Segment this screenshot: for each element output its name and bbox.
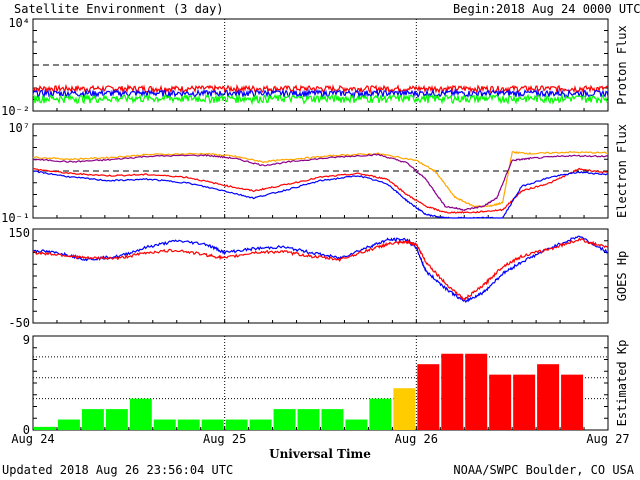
- begin-label: Begin:: [453, 2, 497, 16]
- y-tick-label: 10⁴: [8, 16, 30, 30]
- series-line-blue: [32, 88, 609, 100]
- kp-bar: [201, 419, 224, 430]
- y-tick-label: -50: [8, 316, 30, 330]
- kp-bar: [129, 398, 152, 430]
- x-tick-label: Aug 27: [586, 432, 629, 446]
- kp-bar: [273, 409, 296, 430]
- kp-bar: [225, 419, 248, 430]
- series-line-red: [32, 167, 609, 214]
- kp-bar: [561, 374, 584, 430]
- kp-bar: [369, 398, 392, 430]
- y-tick-label: 10⁷: [8, 121, 30, 135]
- kp-bar: [441, 353, 464, 430]
- kp-bar: [489, 374, 512, 430]
- y-tick-label: 10⁻¹: [1, 211, 30, 225]
- kp-bar: [153, 419, 176, 430]
- kp-bar: [345, 419, 368, 430]
- kp-bar: [417, 364, 440, 430]
- updated-timestamp: Updated 2018 Aug 26 23:56:04 UTC: [2, 463, 234, 477]
- kp-bar: [57, 419, 80, 430]
- credit-text: NOAA/SWPC Boulder, CO USA: [453, 463, 634, 477]
- kp-bar: [34, 426, 56, 430]
- series-line-purple: [32, 153, 609, 212]
- series-line-blue: [32, 235, 609, 304]
- y-tick-label: 9: [23, 333, 30, 347]
- x-axis-title: Universal Time: [269, 447, 371, 461]
- kp-bar: [513, 374, 536, 430]
- panel-frame: [32, 228, 609, 324]
- y-axis-label: Proton Flux: [615, 25, 629, 104]
- y-axis-label: GOES Hp: [615, 251, 629, 302]
- kp-bar: [465, 353, 488, 430]
- x-tick-label: Aug 26: [395, 432, 438, 446]
- x-tick-label: Aug 25: [203, 432, 246, 446]
- y-axis-label: Electron Flux: [615, 124, 629, 218]
- panel-frame: [32, 123, 609, 219]
- series-line-red: [32, 237, 609, 302]
- y-tick-label: 150: [8, 226, 30, 240]
- kp-bar: [321, 409, 344, 430]
- begin-value: 2018 Aug 24 0000 UTC: [496, 2, 640, 16]
- y-tick-label: 0: [23, 423, 30, 437]
- series-line-green: [32, 93, 609, 106]
- series-line-blue: [32, 170, 609, 219]
- kp-bar: [297, 409, 320, 430]
- kp-bar: [393, 388, 416, 430]
- kp-bar: [105, 409, 128, 430]
- y-tick-label: 10⁻²: [1, 104, 30, 118]
- series-line-orange: [32, 150, 609, 208]
- kp-bar: [249, 419, 272, 430]
- chart-title: Satellite Environment (3 day): [14, 2, 224, 16]
- x-tick-label: Aug 24: [11, 432, 54, 446]
- kp-bar: [537, 364, 560, 430]
- series-line-red: [32, 83, 609, 95]
- y-axis-label: Estimated Kp: [615, 340, 629, 427]
- kp-bar: [177, 419, 200, 430]
- kp-bar: [81, 409, 104, 430]
